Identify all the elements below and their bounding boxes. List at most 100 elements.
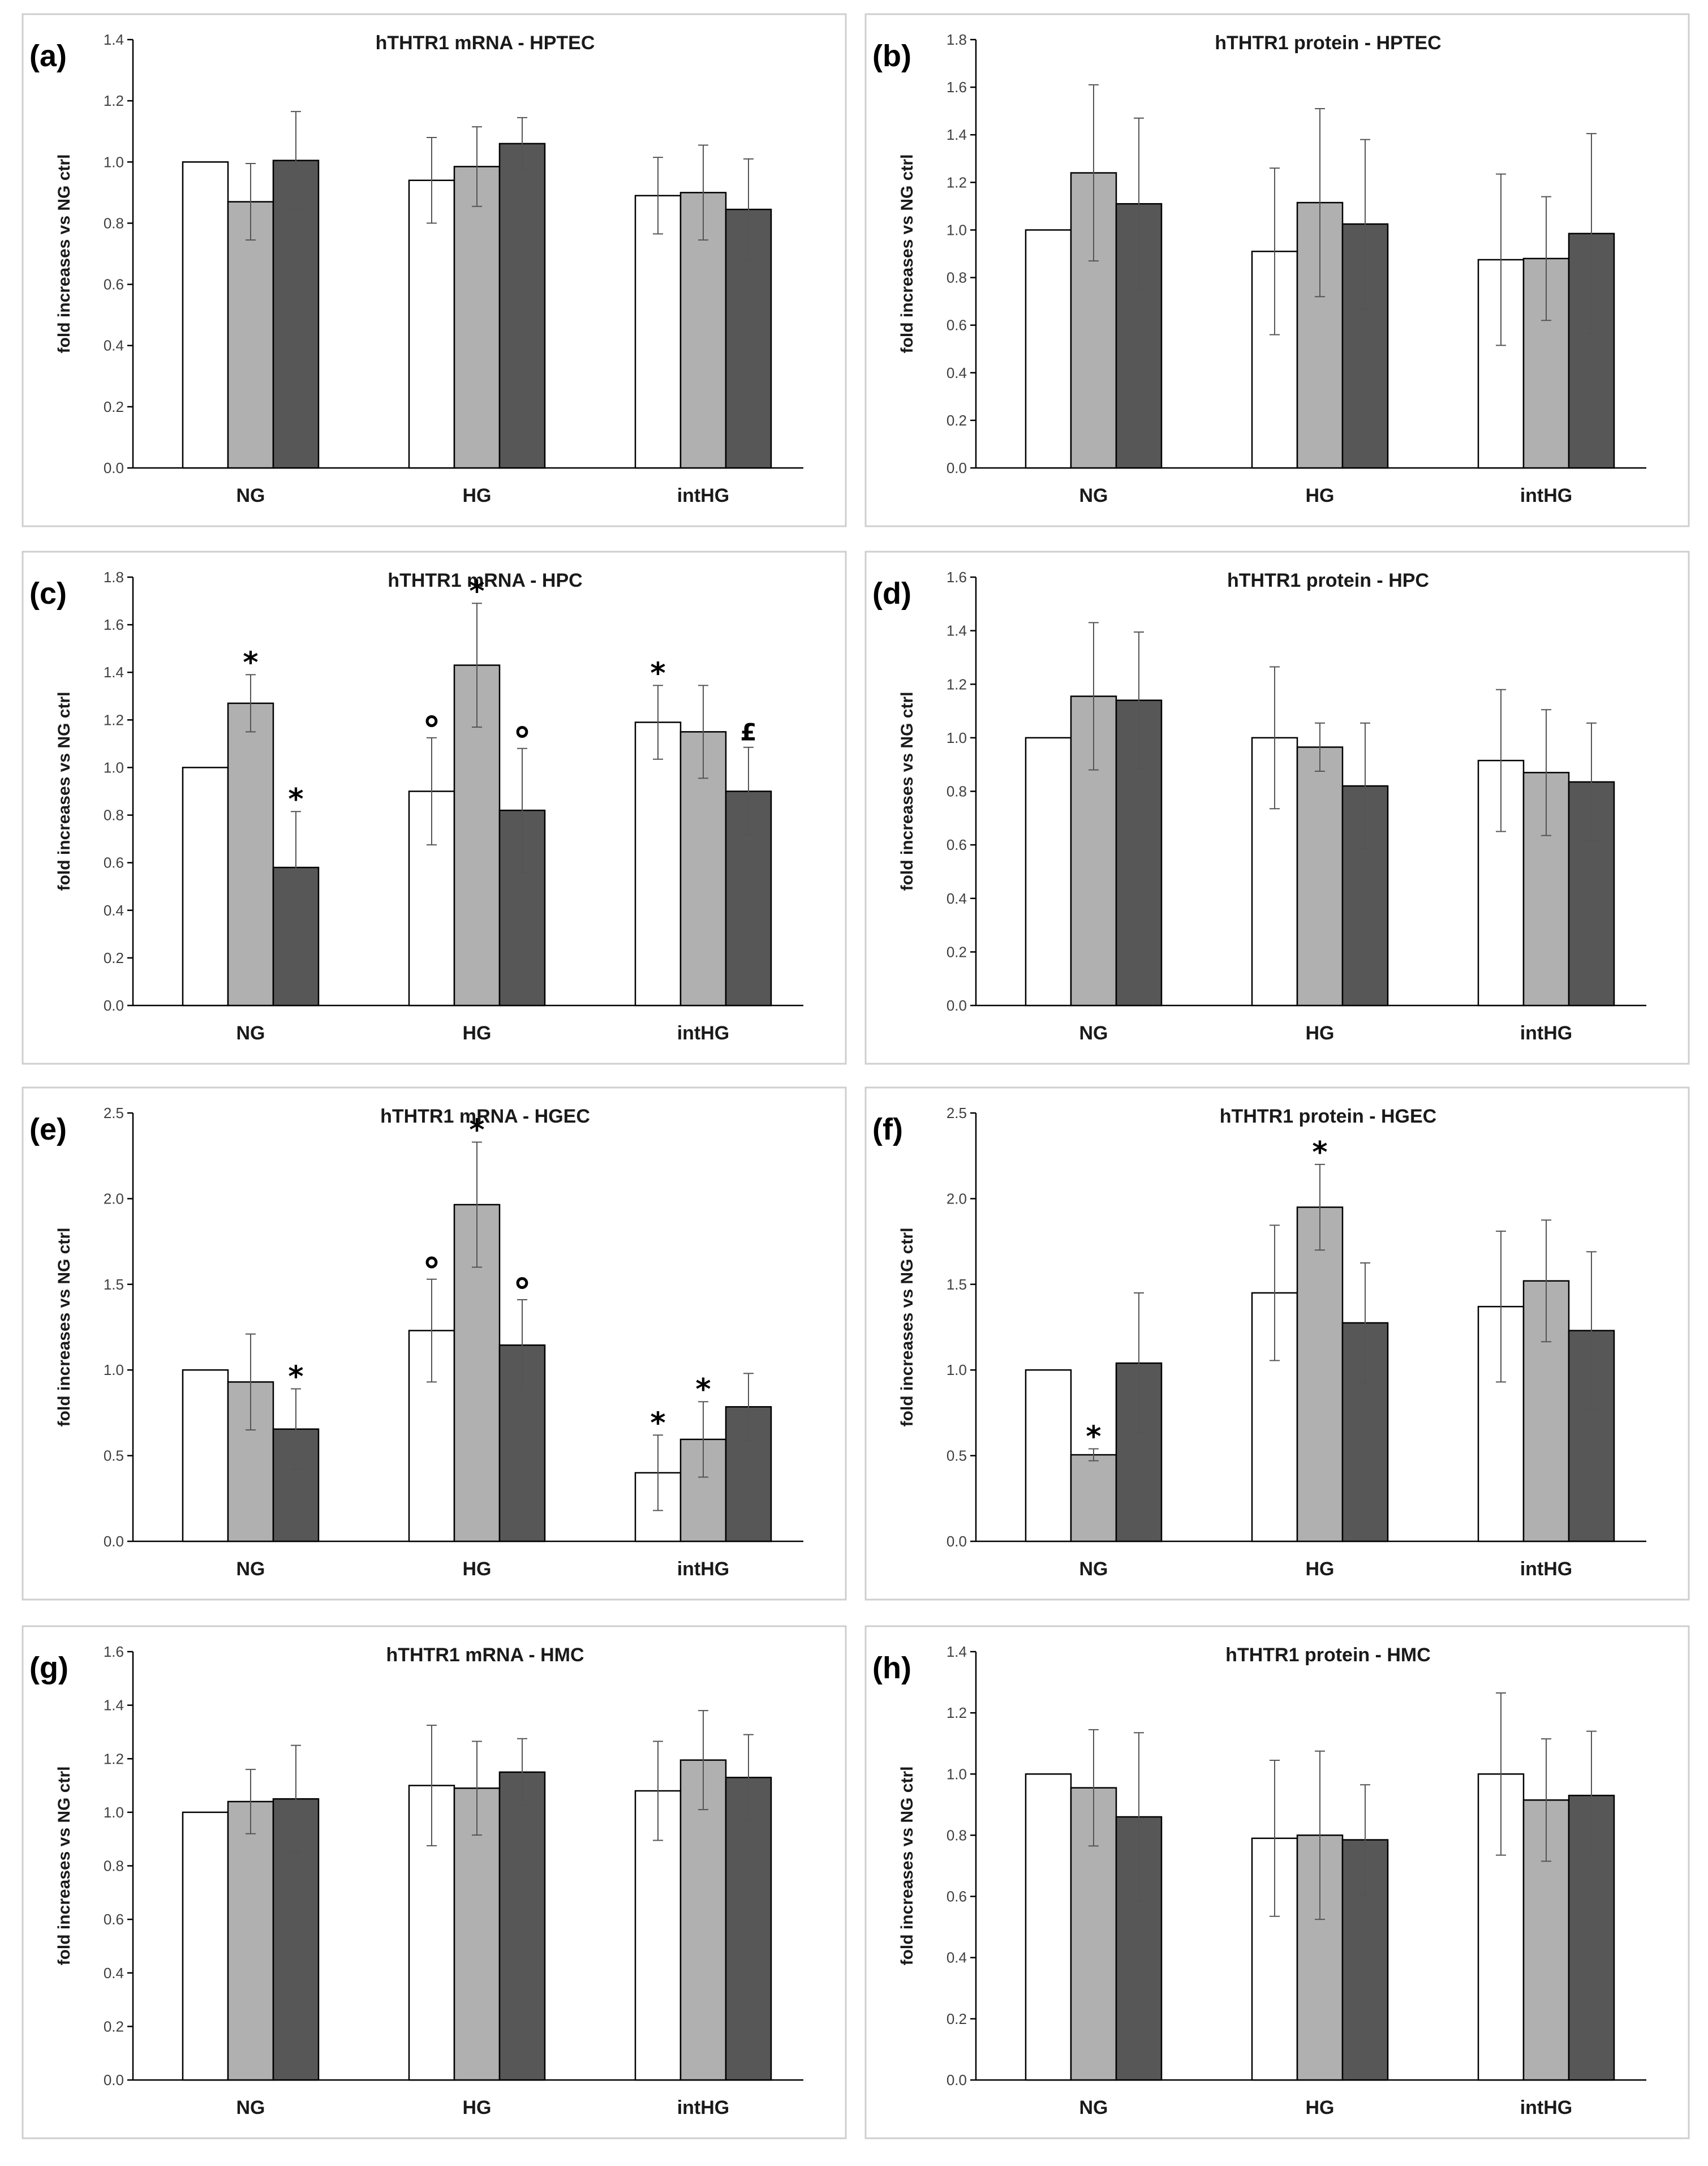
- y-tick-label: 1.2: [104, 92, 124, 109]
- bar: [634, 721, 682, 1007]
- significance-mark: *: [469, 574, 484, 608]
- y-tick-label: 1.0: [947, 729, 967, 746]
- y-tick-label: 0.6: [947, 317, 967, 334]
- y-axis-label: fold increases vs NG ctrl: [898, 154, 917, 354]
- y-tick-label: 1.0: [104, 1361, 124, 1378]
- chart-panel: (f) hTHTR1 protein - HGEC fold increases v…: [864, 1086, 1690, 1601]
- panel-letter: (g): [29, 1651, 68, 1685]
- significance-mark: °: [513, 720, 531, 762]
- x-category-label: HG: [463, 485, 492, 506]
- y-tick-label: 1.4: [104, 1697, 124, 1714]
- y-tick-label: 0.2: [947, 412, 967, 429]
- significance-mark: *: [1086, 1420, 1101, 1454]
- y-axis-label: fold increases vs NG ctrl: [898, 1228, 917, 1427]
- x-category-label: HG: [1306, 2097, 1335, 2118]
- y-tick-label: 0.4: [947, 890, 967, 907]
- bar: [182, 161, 229, 469]
- y-tick-label: 1.4: [947, 622, 967, 639]
- y-tick-label: 0.2: [104, 398, 124, 415]
- chart-title: hTHTR1 protein - HGEC: [1220, 1106, 1436, 1127]
- y-tick-label: 0.8: [947, 783, 967, 800]
- y-axis-label: fold increases vs NG ctrl: [898, 1767, 917, 1966]
- chart-panel: (a) hTHTR1 mRNA - HPTEC fold increases vs …: [21, 13, 847, 527]
- y-tick-label: 0.0: [947, 1533, 967, 1550]
- x-category-label: NG: [236, 485, 265, 506]
- chart-panel: (g) hTHTR1 mRNA - HMC fold increases vs NG…: [21, 1625, 847, 2139]
- y-tick-label: 0.6: [104, 1911, 124, 1928]
- significance-mark: £: [740, 719, 756, 746]
- y-tick-label: 1.0: [947, 221, 967, 238]
- y-axis-label: fold increases vs NG ctrl: [55, 692, 74, 891]
- y-tick-label: 1.4: [104, 31, 124, 48]
- y-tick-label: 0.6: [947, 1888, 967, 1905]
- bar: [1251, 1837, 1298, 2081]
- x-category-label: HG: [1306, 1558, 1335, 1580]
- bar: [272, 160, 320, 469]
- y-tick-label: 1.0: [947, 1765, 967, 1782]
- panel-letter: (a): [29, 39, 67, 73]
- y-tick-label: 2.5: [104, 1105, 124, 1121]
- panel-letter: (c): [29, 577, 67, 611]
- chart-panel: (e) hTHTR1 mRNA - HGEC fold increases vs N…: [21, 1086, 847, 1601]
- x-category-label: HG: [463, 1558, 492, 1580]
- chart-panel: (c) hTHTR1 mRNA - HPC fold increases vs NG…: [21, 551, 847, 1065]
- x-category-label: intHG: [677, 2097, 730, 2118]
- y-axis-label: fold increases vs NG ctrl: [898, 692, 917, 891]
- x-category-label: HG: [1306, 485, 1335, 506]
- panel-letter: (d): [872, 577, 911, 611]
- y-tick-label: 0.0: [947, 2072, 967, 2088]
- bar: [182, 767, 229, 1007]
- y-axis-label: fold increases vs NG ctrl: [55, 1767, 74, 1966]
- significance-mark: *: [1312, 1136, 1327, 1170]
- chart-title: hTHTR1 mRNA - HMC: [386, 1644, 584, 1666]
- x-category-label: NG: [236, 1558, 265, 1580]
- chart-title: hTHTR1 mRNA - HGEC: [380, 1106, 590, 1127]
- chart-panel: (b) hTHTR1 protein - HPTEC fold increases …: [864, 13, 1690, 527]
- y-tick-label: 0.0: [947, 997, 967, 1014]
- y-tick-label: 1.6: [947, 569, 967, 586]
- y-tick-label: 1.5: [104, 1276, 124, 1293]
- y-axis-label: fold increases vs NG ctrl: [55, 1228, 74, 1427]
- bar: [679, 1759, 727, 2081]
- y-tick-label: 0.0: [104, 2072, 124, 2088]
- bar: [634, 195, 682, 469]
- significance-mark: *: [695, 1373, 711, 1407]
- y-tick-label: 1.4: [104, 664, 124, 681]
- y-tick-label: 0.6: [104, 276, 124, 293]
- x-category-label: HG: [463, 2097, 492, 2118]
- x-category-label: intHG: [1520, 485, 1573, 506]
- chart-title: hTHTR1 protein - HPTEC: [1215, 32, 1441, 54]
- y-tick-label: 0.2: [104, 2018, 124, 2035]
- y-tick-label: 1.0: [104, 1804, 124, 1821]
- chart-title: hTHTR1 mRNA - HPTEC: [376, 32, 595, 54]
- y-tick-label: 1.0: [104, 153, 124, 170]
- bar: [227, 201, 274, 469]
- y-tick-label: 0.4: [104, 337, 124, 354]
- bar: [1296, 746, 1344, 1007]
- y-tick-label: 0.8: [947, 1827, 967, 1843]
- y-tick-label: 2.0: [947, 1190, 967, 1207]
- x-category-label: intHG: [1520, 1558, 1573, 1580]
- chart-title: hTHTR1 protein - HPC: [1227, 570, 1429, 591]
- bar: [453, 166, 501, 469]
- significance-mark: °: [423, 710, 441, 751]
- bar: [1025, 737, 1072, 1007]
- significance-mark: °: [423, 1251, 441, 1293]
- x-category-label: HG: [463, 1022, 492, 1044]
- y-tick-label: 0.0: [104, 459, 124, 476]
- y-axis-label: fold increases vs NG ctrl: [55, 154, 74, 354]
- bar: [182, 1369, 229, 1542]
- y-tick-label: 0.4: [104, 902, 124, 919]
- significance-mark: *: [288, 1360, 303, 1394]
- panel-letter: (e): [29, 1112, 67, 1146]
- significance-mark: °: [513, 1271, 531, 1313]
- x-category-label: NG: [1079, 1558, 1108, 1580]
- significance-mark: *: [243, 646, 258, 680]
- x-category-label: NG: [236, 1022, 265, 1044]
- panel-letter: (h): [872, 1651, 911, 1685]
- y-tick-label: 1.2: [104, 711, 124, 728]
- chart-panel: (h) hTHTR1 protein - HMC fold increases vs…: [864, 1625, 1690, 2139]
- x-category-label: NG: [1079, 485, 1108, 506]
- y-tick-label: 2.0: [104, 1190, 124, 1207]
